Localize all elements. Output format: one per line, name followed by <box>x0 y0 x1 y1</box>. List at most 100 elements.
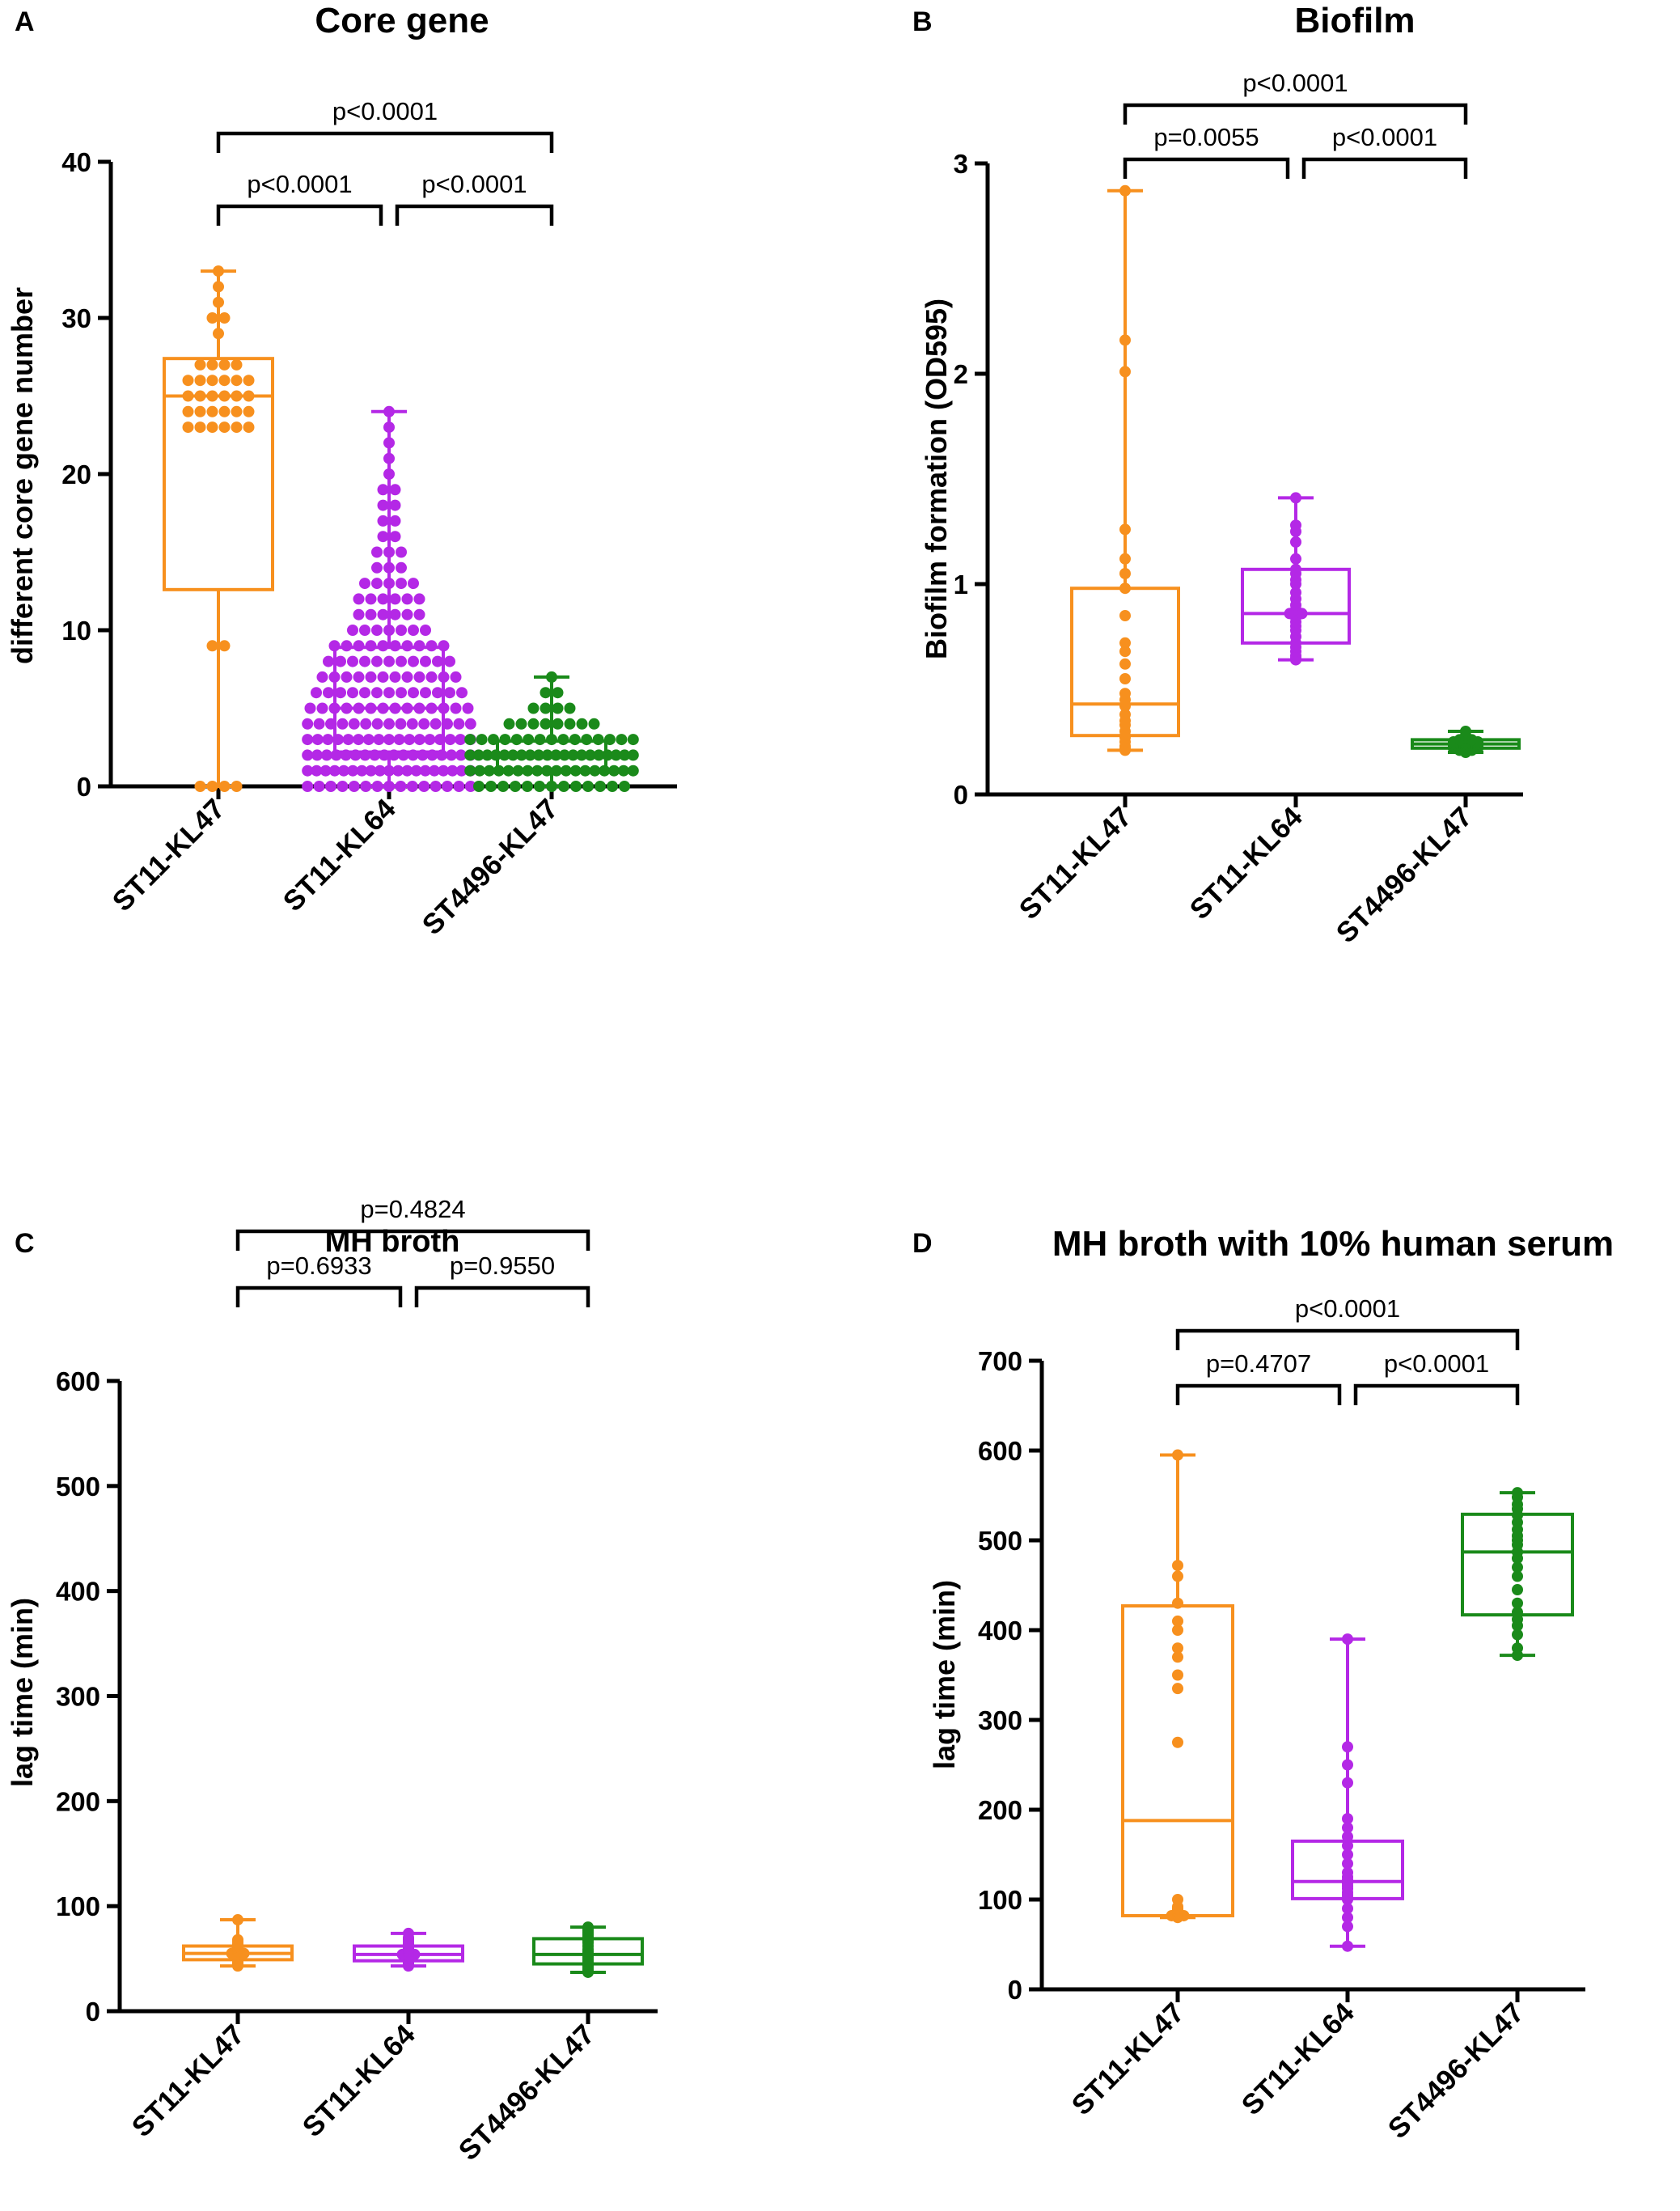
p-value-label: p=0.9550 <box>450 1252 555 1280</box>
panel-a: A Core gene different core gene number 0 10 2… <box>6 1 677 941</box>
data-point <box>619 749 631 761</box>
data-point <box>243 390 255 402</box>
data-point <box>599 765 611 777</box>
data-point <box>1290 492 1301 504</box>
data-point <box>592 734 604 746</box>
data-point <box>430 718 442 730</box>
x-tick-label: ST11-KL47 <box>126 2018 251 2143</box>
data-point <box>341 702 353 714</box>
data-point <box>593 749 605 761</box>
y-tick-label: 2 <box>954 359 968 389</box>
data-point <box>419 765 431 777</box>
significance-bracket: p<0.0001 <box>1123 69 1468 125</box>
data-point <box>302 765 314 777</box>
data-point <box>1172 1651 1183 1663</box>
data-point <box>365 702 377 714</box>
data-point <box>371 578 383 590</box>
data-point <box>231 421 243 434</box>
y-tick-label: 100 <box>978 1885 1022 1915</box>
data-point <box>218 781 231 792</box>
data-point <box>438 671 450 683</box>
data-point <box>362 734 375 746</box>
data-point <box>546 671 557 683</box>
data-point <box>353 593 365 605</box>
data-point <box>387 749 400 761</box>
data-point <box>552 718 564 730</box>
points-st11-kl64 <box>1284 492 1308 666</box>
p-value-label: p=0.6933 <box>266 1252 371 1280</box>
chart-title: Core gene <box>315 1 489 40</box>
data-point <box>330 749 342 761</box>
y-tick-label: 20 <box>61 460 91 489</box>
data-point <box>371 561 383 574</box>
data-point <box>353 671 365 683</box>
data-point <box>1460 726 1471 737</box>
data-point <box>218 640 231 652</box>
data-point <box>455 734 467 746</box>
data-point <box>408 655 419 667</box>
box-st11-kl47 <box>1070 184 1180 756</box>
y-tick-label: 300 <box>56 1682 100 1712</box>
y-tick-label: 500 <box>978 1526 1022 1556</box>
data-point <box>323 687 334 699</box>
data-point <box>1172 1449 1183 1461</box>
y-tick-label: 1 <box>954 570 968 599</box>
data-point <box>232 1914 243 1926</box>
data-point <box>328 671 341 683</box>
data-point <box>320 749 332 761</box>
box-st11-kl47 <box>163 265 274 792</box>
data-point <box>406 718 418 730</box>
data-point <box>206 421 218 434</box>
data-point <box>243 375 255 387</box>
data-point <box>1512 1642 1523 1654</box>
data-point <box>377 640 389 652</box>
p-value-label: p<0.0001 <box>421 170 527 198</box>
data-point <box>1512 1561 1523 1574</box>
data-point <box>231 390 243 402</box>
data-point <box>316 671 328 683</box>
y-tick-label: 200 <box>978 1795 1022 1825</box>
data-point <box>206 781 218 792</box>
data-point <box>403 1927 414 1939</box>
data-point <box>393 734 405 746</box>
data-point <box>627 749 639 761</box>
data-point <box>455 765 468 777</box>
panel-b: B Biofilm Biofilm formation (OD595) 0 1 2 3 ST1… <box>912 1 1523 949</box>
data-point <box>340 749 352 761</box>
data-point <box>524 749 536 761</box>
data-point <box>353 702 365 714</box>
data-point <box>335 655 346 667</box>
data-point <box>569 734 581 746</box>
data-point <box>616 734 628 746</box>
data-point <box>601 749 613 761</box>
data-point <box>1342 1840 1353 1852</box>
data-point <box>359 687 370 699</box>
data-point <box>546 781 557 792</box>
data-point <box>453 718 465 730</box>
y-tick-label: 100 <box>56 1891 100 1921</box>
bracket-line <box>1175 1383 1342 1405</box>
data-point <box>1172 1669 1183 1681</box>
data-point <box>627 734 639 746</box>
data-point <box>527 702 540 714</box>
data-point <box>1119 366 1131 378</box>
data-point <box>413 608 425 621</box>
y-tick-label: 400 <box>978 1616 1022 1646</box>
x-tick-label: ST4496-KL47 <box>1382 1997 1530 2145</box>
data-point <box>550 749 562 761</box>
data-point <box>194 358 206 371</box>
data-point <box>206 312 218 324</box>
data-point <box>1172 1560 1183 1572</box>
data-point <box>436 749 448 761</box>
x-tick-label: ST11-KL64 <box>277 793 403 918</box>
data-point <box>369 749 381 761</box>
data-point <box>182 421 194 434</box>
data-point <box>377 702 389 714</box>
data-point <box>383 578 395 590</box>
data-point <box>194 375 206 387</box>
points-st4496-kl47 <box>464 671 639 792</box>
data-point <box>1119 334 1131 346</box>
points-st11-kl64 <box>1342 1633 1353 1952</box>
y-tick-label: 700 <box>978 1346 1022 1376</box>
data-point <box>522 765 534 777</box>
